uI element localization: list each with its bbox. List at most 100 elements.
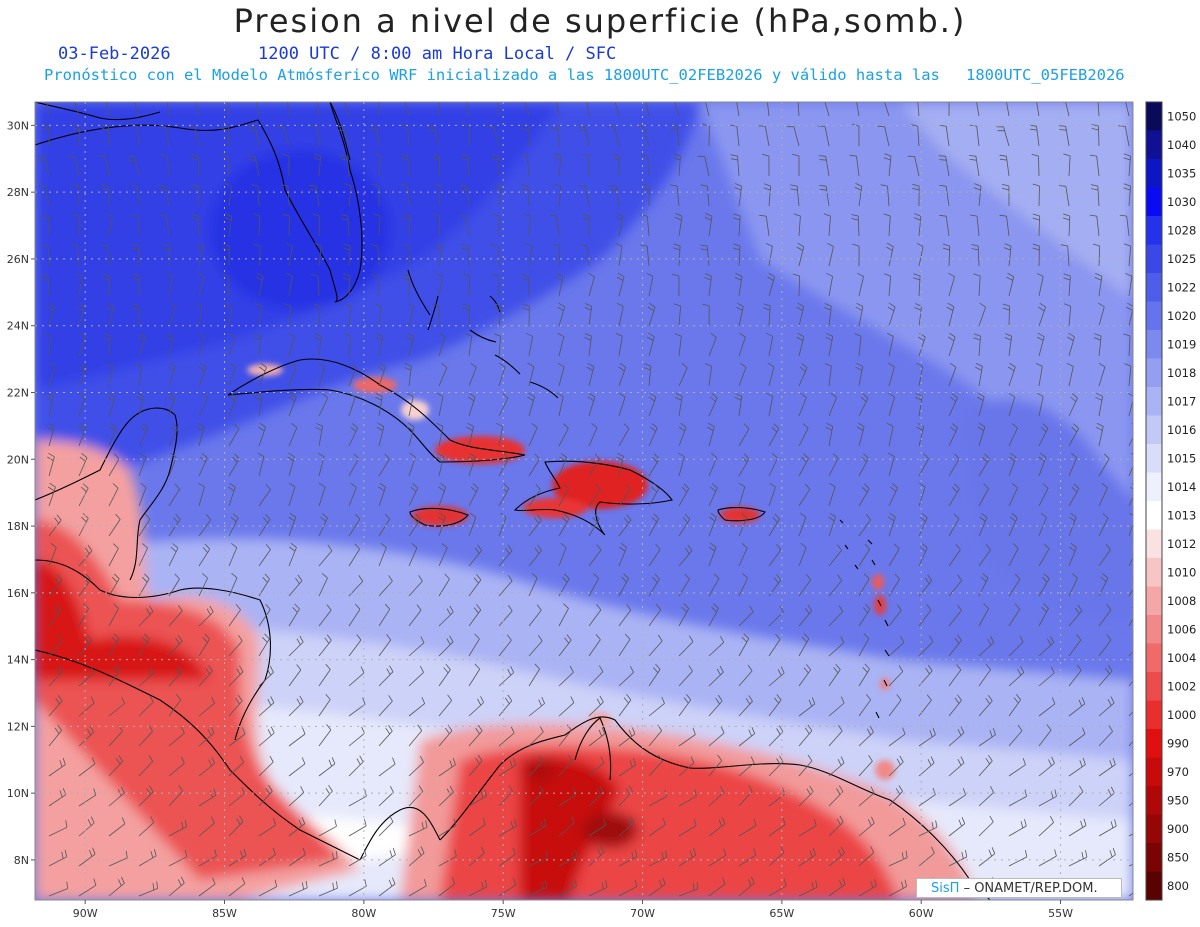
wind-barb: [198, 543, 211, 567]
wind-barb: [1032, 213, 1040, 237]
wind-barb: [42, 213, 50, 237]
wind-barb: [78, 483, 89, 507]
wind-barb: [1068, 452, 1078, 477]
wind-barb: [978, 754, 993, 777]
wind-barb: [198, 452, 208, 477]
wind-barb: [828, 846, 845, 867]
wind-barb: [108, 422, 117, 447]
wind-barb: [1128, 772, 1133, 777]
wind-barb: [558, 879, 577, 897]
wind-barb: [588, 880, 608, 897]
wind-barb: [584, 333, 592, 357]
wind-barb: [738, 818, 757, 837]
wind-barb: [648, 877, 666, 897]
wind-barb: [78, 513, 89, 537]
wind-barb: [1128, 651, 1133, 657]
wind-barb: [258, 603, 271, 627]
wind-barb: [768, 633, 781, 657]
wind-barb: [1092, 243, 1101, 267]
forecast-time-line: 03-Feb-2026 1200 UTC / 8:00 am Hora Local…: [58, 44, 616, 64]
wind-barb: [648, 513, 660, 537]
wind-barb: [646, 272, 654, 297]
wind-barb: [138, 452, 147, 477]
wind-barb: [228, 542, 238, 567]
wind-barb: [378, 513, 391, 537]
wind-barb: [527, 392, 535, 417]
wind-barb: [108, 755, 124, 777]
wind-barb: [1124, 363, 1132, 387]
wind-barb: [465, 333, 473, 357]
wind-barb: [524, 102, 530, 117]
wind-barb: [48, 604, 62, 627]
wind-barb: [978, 636, 995, 657]
wind-barb: [798, 362, 808, 387]
wind-barb: [706, 422, 715, 447]
wind-barb: [522, 303, 530, 327]
wind-barb: [883, 273, 892, 297]
wind-barb: [1038, 452, 1047, 477]
wind-barb: [917, 332, 926, 357]
wind-barb: [1063, 303, 1072, 327]
wind-barb: [1095, 392, 1103, 417]
wind-barb: [288, 757, 306, 777]
wind-barb: [438, 482, 447, 507]
wind-barb: [647, 302, 656, 327]
wind-barb: [408, 452, 416, 477]
wind-barb: [618, 666, 634, 687]
wind-barb: [168, 573, 180, 597]
wind-barb: [78, 452, 88, 477]
colorbar-swatch: [1146, 301, 1162, 331]
wind-barb: [432, 153, 441, 177]
wind-barb: [498, 634, 512, 657]
wind-barb: [136, 392, 144, 417]
wind-barb: [678, 789, 697, 807]
wind-barb: [318, 663, 331, 687]
wind-barb: [888, 694, 902, 717]
wind-barb: [828, 663, 841, 687]
wind-barb: [520, 154, 530, 177]
wind-barb: [340, 214, 350, 237]
wind-barb: [310, 124, 320, 147]
wind-barb: [584, 303, 593, 327]
wind-barb: [318, 850, 338, 867]
wind-barb: [1128, 576, 1133, 597]
wind-barb: [48, 820, 68, 837]
wind-barb: [618, 758, 636, 777]
wind-barb: [582, 213, 590, 237]
colorbar-label: 1025: [1167, 252, 1196, 266]
wind-barb: [975, 363, 983, 387]
wind-barb: [729, 124, 740, 147]
wind-barb: [168, 819, 187, 837]
lat-label: 30N: [7, 119, 29, 132]
wind-barb: [258, 362, 267, 387]
pressure-field: [35, 102, 1133, 900]
wind-barb: [798, 483, 811, 507]
wind-barb: [614, 102, 620, 117]
wind-barb: [191, 184, 200, 207]
wind-barb: [828, 544, 842, 567]
wind-barb: [467, 392, 476, 417]
wind-barb: [1002, 303, 1010, 327]
wind-barb: [558, 788, 577, 807]
wind-barb: [768, 544, 782, 567]
wind-barb: [435, 242, 443, 267]
wind-barb: [138, 816, 155, 837]
wind-barb: [467, 452, 476, 477]
wind-barb: [858, 725, 874, 747]
wind-barb: [910, 124, 920, 147]
wind-barb: [558, 423, 569, 447]
wind-barb: [318, 393, 329, 417]
wind-barb: [287, 452, 295, 477]
wind-barb: [1008, 512, 1018, 537]
wind-barb: [858, 543, 871, 567]
wind-barb: [288, 362, 297, 387]
wind-barb: [228, 815, 244, 837]
wind-barb: [648, 817, 666, 837]
wind-barb: [648, 696, 665, 717]
wind-barb: [973, 273, 981, 297]
wind-barb: [137, 332, 146, 357]
wind-barb: [1006, 102, 1010, 117]
wind-barb: [678, 882, 699, 897]
wind-barb: [615, 243, 623, 267]
wind-barb: [798, 392, 807, 417]
